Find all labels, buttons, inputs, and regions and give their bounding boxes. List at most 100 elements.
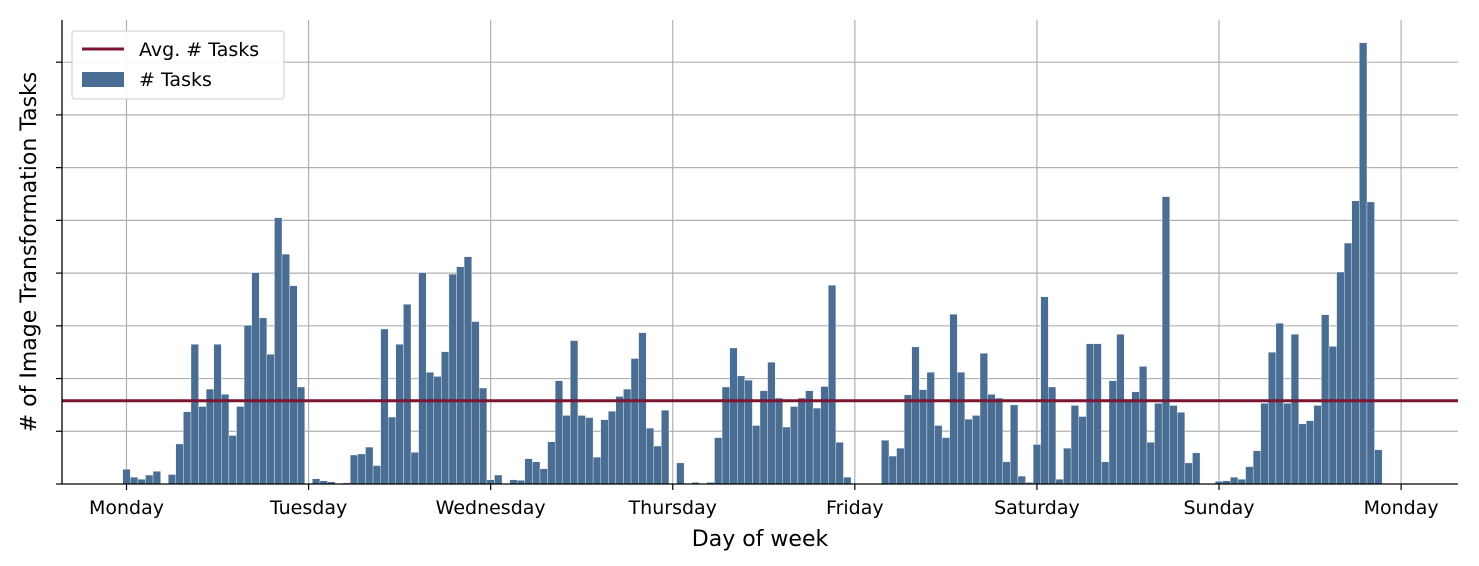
y-ticks xyxy=(56,61,62,485)
bar xyxy=(646,427,654,485)
bar xyxy=(350,454,359,485)
bar xyxy=(714,437,723,485)
bar xyxy=(1116,334,1125,485)
bar xyxy=(782,426,791,485)
bar xyxy=(774,397,783,485)
bar xyxy=(372,465,381,485)
x-tick-label: Monday xyxy=(1364,497,1439,519)
bar xyxy=(562,415,571,485)
bar xyxy=(205,388,214,485)
bar xyxy=(1260,403,1269,485)
bar xyxy=(312,478,321,485)
y-axis-label: # of Image Transformation Tasks xyxy=(17,72,42,433)
bar xyxy=(380,328,389,485)
x-tick-label: Monday xyxy=(89,497,164,519)
bar xyxy=(623,388,632,485)
bar xyxy=(592,456,601,485)
bar xyxy=(1230,476,1239,485)
bar xyxy=(243,325,252,485)
bar xyxy=(236,406,245,485)
bar xyxy=(479,387,488,485)
bar xyxy=(835,442,844,485)
bar xyxy=(896,447,905,485)
bar xyxy=(1245,466,1254,485)
bar xyxy=(1252,450,1261,485)
bar xyxy=(661,410,670,485)
bar xyxy=(638,332,647,485)
x-tick-label: Friday xyxy=(826,497,884,519)
bar xyxy=(1032,444,1041,485)
bar xyxy=(130,476,139,485)
bar xyxy=(1055,479,1064,485)
bars-group xyxy=(122,42,1383,485)
bar xyxy=(949,314,958,485)
bar xyxy=(995,397,1003,485)
bar xyxy=(281,253,290,485)
bar xyxy=(767,362,776,485)
bar xyxy=(122,469,131,485)
bar xyxy=(1344,242,1352,485)
bar xyxy=(1017,475,1026,485)
bar xyxy=(1237,479,1246,485)
bar xyxy=(1366,201,1375,485)
x-ticks: Monday Tuesday Wednesday Thursday Friday Satu… xyxy=(89,484,1439,519)
bar xyxy=(577,415,586,485)
bar xyxy=(1154,403,1163,485)
bar xyxy=(752,425,761,485)
bar xyxy=(1078,416,1087,485)
bar xyxy=(1306,420,1315,485)
bar xyxy=(1359,42,1368,485)
bar xyxy=(1336,271,1345,485)
bar xyxy=(608,411,617,485)
bar xyxy=(524,458,533,485)
bar xyxy=(1101,461,1110,485)
bar xyxy=(357,453,366,485)
bar xyxy=(175,443,184,485)
bar xyxy=(532,461,541,485)
bar xyxy=(1328,346,1337,485)
bar xyxy=(1290,334,1299,485)
legend-swatch-tasks xyxy=(82,72,124,87)
bar xyxy=(403,304,412,485)
bar xyxy=(630,358,639,485)
bar xyxy=(463,256,472,485)
bar xyxy=(812,407,821,485)
bar xyxy=(441,351,450,485)
bar xyxy=(744,379,753,485)
bar xyxy=(790,406,799,485)
bar xyxy=(1374,449,1383,485)
bar xyxy=(676,462,685,485)
bar xyxy=(456,266,465,485)
bar xyxy=(1146,442,1155,485)
bar xyxy=(213,344,222,485)
bar xyxy=(1169,405,1178,485)
legend-label-avg: Avg. # Tasks xyxy=(139,39,259,61)
legend: Avg. # Tasks # Tasks xyxy=(71,30,285,100)
bar xyxy=(1123,398,1132,485)
bar xyxy=(251,272,260,485)
bar xyxy=(554,380,563,485)
bar xyxy=(1070,405,1079,485)
bar xyxy=(919,389,928,485)
bar xyxy=(228,435,237,485)
bar xyxy=(941,437,950,485)
legend-box xyxy=(71,30,285,100)
bar xyxy=(1010,404,1019,485)
bar xyxy=(1161,196,1170,485)
bar xyxy=(570,340,579,485)
bar xyxy=(1351,200,1360,485)
bar xyxy=(145,474,154,485)
bar xyxy=(1313,405,1322,485)
bar xyxy=(410,452,419,485)
x-tick-label: Wednesday xyxy=(436,497,546,519)
bar xyxy=(964,418,973,485)
bar xyxy=(190,344,199,485)
bar xyxy=(653,445,662,485)
bar xyxy=(152,471,161,485)
bar xyxy=(737,375,746,485)
bar xyxy=(1177,412,1186,485)
bar xyxy=(425,372,434,485)
bar xyxy=(289,285,298,485)
bar xyxy=(433,376,442,485)
